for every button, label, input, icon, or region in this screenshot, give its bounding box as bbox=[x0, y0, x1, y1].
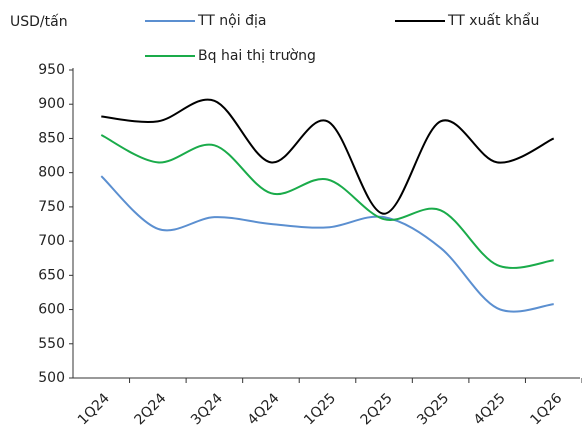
line bbox=[100, 175, 554, 313]
x-tick-label: 3Q25 bbox=[414, 390, 452, 428]
x-tick-label: 1Q24 bbox=[75, 390, 113, 428]
x-tick-label: 1Q25 bbox=[301, 390, 339, 428]
x-tick-label: 2Q24 bbox=[131, 390, 169, 428]
y-tick-label: 500 bbox=[38, 370, 65, 386]
x-tick-label: 4Q25 bbox=[471, 390, 509, 428]
y-tick-label: 800 bbox=[38, 165, 65, 181]
legend-label: TT xuất khẩu bbox=[447, 12, 539, 29]
legend-label: Bq hai thị trường bbox=[198, 48, 316, 64]
y-tick-label: 850 bbox=[38, 130, 65, 146]
line bbox=[101, 98, 555, 215]
y-tick-label: 650 bbox=[38, 267, 65, 283]
x-tick-label: 3Q24 bbox=[188, 390, 226, 428]
x-tick-label: 2Q25 bbox=[358, 390, 396, 428]
line bbox=[100, 134, 554, 269]
x-tick-label: 1Q26 bbox=[527, 390, 565, 428]
legend-label: TT nội địa bbox=[197, 13, 266, 29]
y-tick-label: 950 bbox=[38, 62, 65, 78]
y-tick-label: 550 bbox=[38, 336, 65, 352]
y-tick-label: 750 bbox=[38, 199, 65, 215]
y-axis-label: USD/tấn bbox=[10, 14, 68, 30]
y-tick-label: 900 bbox=[38, 96, 65, 112]
y-tick-label: 700 bbox=[38, 233, 65, 249]
y-tick-label: 600 bbox=[38, 302, 65, 318]
x-tick-label: 4Q24 bbox=[245, 390, 283, 428]
